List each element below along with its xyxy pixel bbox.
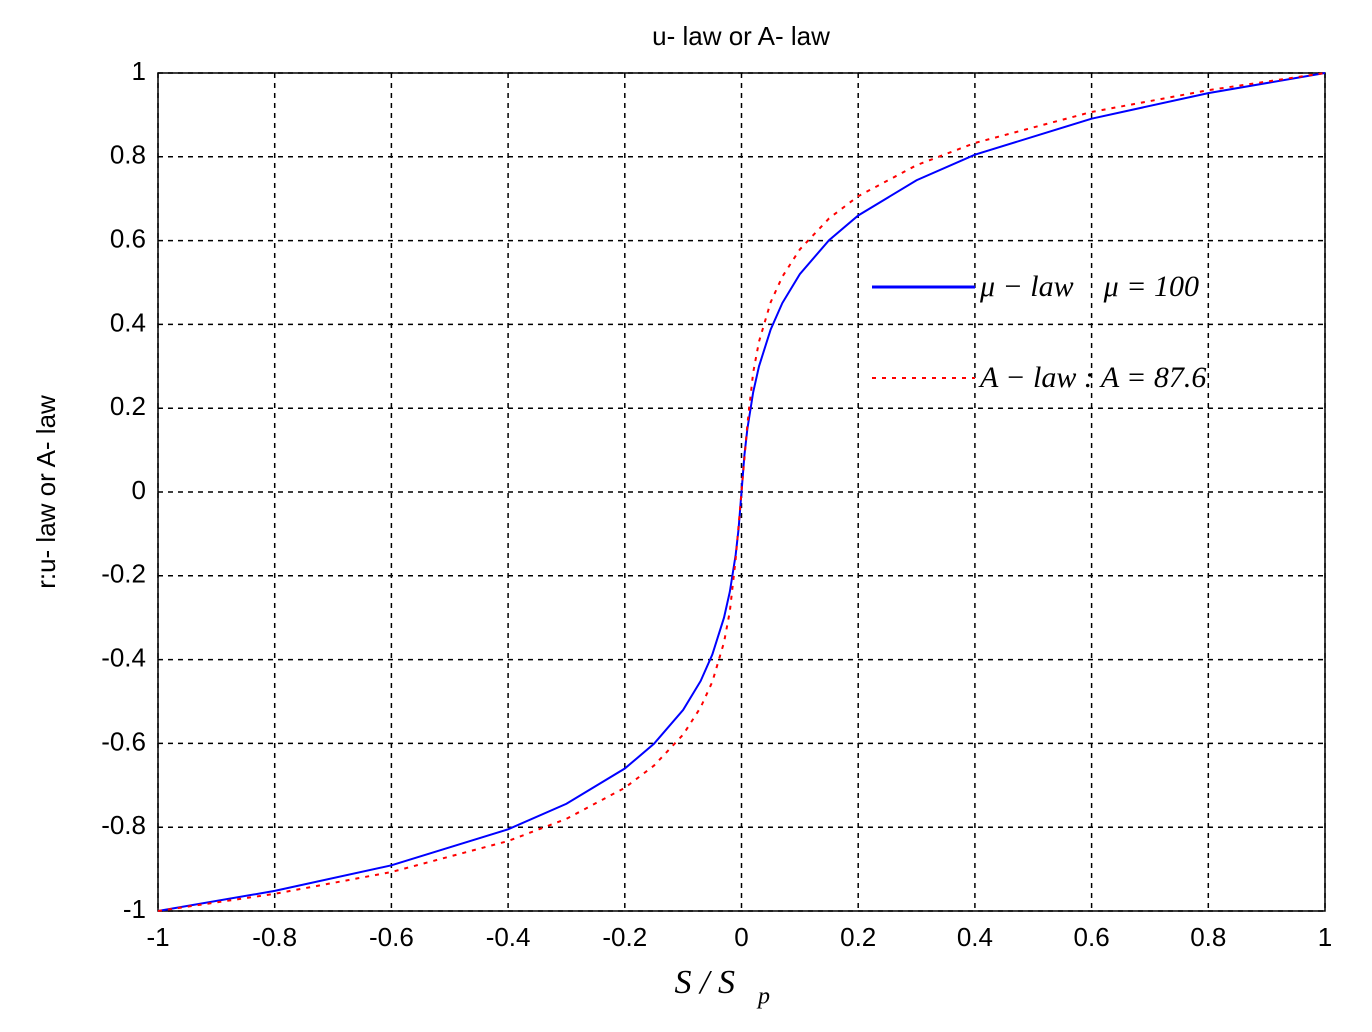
legend-label: μ − law μ = 100 [979, 270, 1199, 303]
x-tick-label: 0.6 [1074, 922, 1110, 952]
x-tick-label: 1 [1318, 922, 1332, 952]
x-tick-label: -0.2 [602, 922, 647, 952]
x-tick-label: 0.4 [957, 922, 993, 952]
x-tick-label: 0 [734, 922, 748, 952]
y-tick-label: -1 [123, 894, 146, 924]
plot-frame [157, 72, 1326, 912]
y-tick-label: 0.6 [110, 223, 146, 253]
y-axis-label: r:u- law or A- law [31, 395, 61, 589]
y-tick-label: -0.6 [101, 726, 146, 756]
x-axis-label-sub: p [756, 984, 770, 1010]
y-tick-label: -0.4 [101, 642, 146, 672]
y-tick-label: -0.8 [101, 810, 146, 840]
x-tick-label: 0.2 [840, 922, 876, 952]
x-tick-label: -0.4 [486, 922, 531, 952]
x-tick-label: 0.8 [1190, 922, 1226, 952]
x-tick-label: -0.6 [369, 922, 414, 952]
x-tick-label: -1 [146, 922, 169, 952]
legend-label: A − law : A = 87.6 [978, 361, 1206, 394]
series-line [157, 72, 1326, 912]
y-tick-label: 0.2 [110, 391, 146, 421]
y-tick-label: 0.4 [110, 307, 146, 337]
chart-title: u- law or A- law [652, 21, 830, 51]
y-tick-label: -0.2 [101, 559, 146, 589]
x-tick-label: -0.8 [252, 922, 297, 952]
y-tick-label: 1 [132, 56, 146, 86]
x-axis-label: S / S [675, 964, 735, 1001]
series-line [157, 72, 1326, 912]
y-tick-label: 0.8 [110, 140, 146, 170]
y-tick-label: 0 [132, 475, 146, 505]
